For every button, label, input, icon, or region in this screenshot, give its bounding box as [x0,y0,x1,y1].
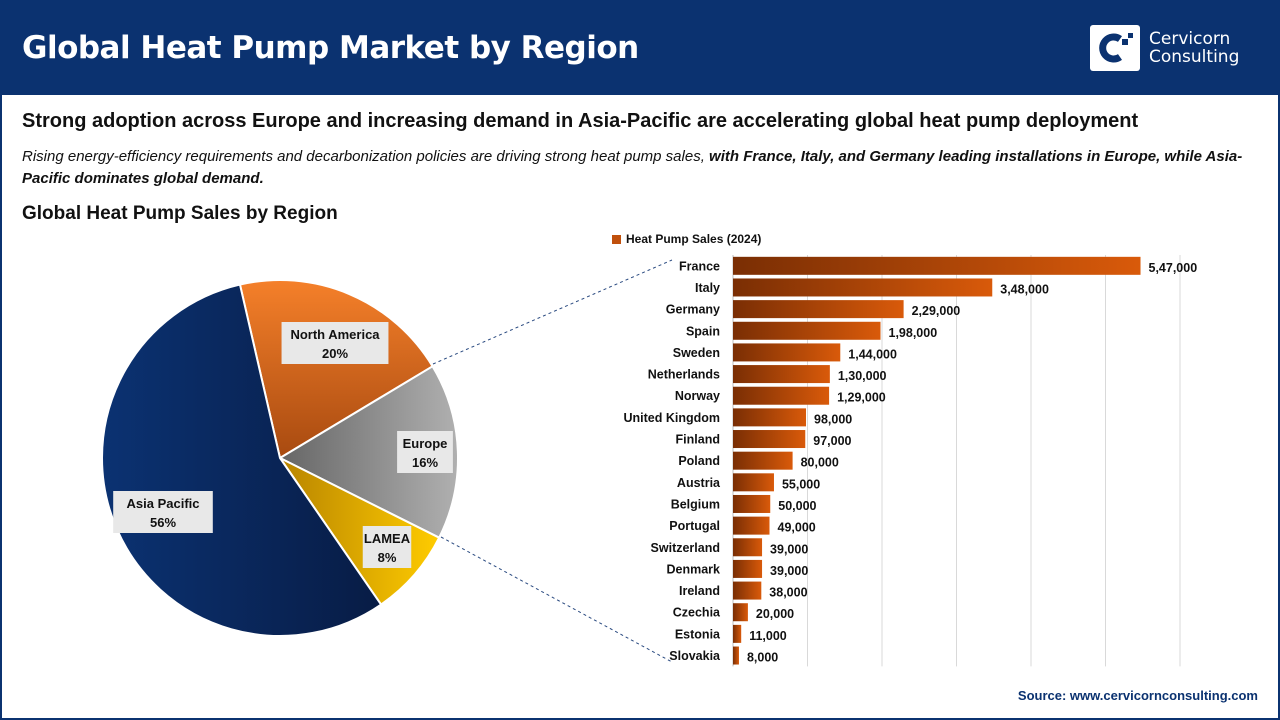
category-label: Ireland [679,584,720,598]
company-logo: Cervicorn Consulting [1090,25,1239,71]
bar-france [733,256,1141,275]
bar-ireland [733,581,762,600]
data-label: 98,000 [814,412,852,426]
data-label: 5,47,000 [1149,261,1198,275]
headline: Strong adoption across Europe and increa… [22,110,1139,132]
logo-line2: Consulting [1149,47,1240,67]
data-label: 49,000 [778,521,816,535]
bar-netherlands [733,365,830,384]
bar-spain [733,321,881,340]
category-label: France [679,259,720,273]
page-title: Global Heat Pump Market by Region [22,30,639,66]
data-label: 2,29,000 [912,304,961,318]
logo-line1: Cervicorn [1149,29,1231,49]
pie-value-label: 56% [150,515,176,530]
data-label: 55,000 [782,477,820,491]
bar-legend: Heat Pump Sales (2024) [612,232,761,246]
bar-slovakia [733,646,739,665]
bar-austria [733,473,774,492]
legend-label: Heat Pump Sales (2024) [626,232,762,246]
category-label: Finland [676,433,720,447]
category-label: Switzerland [651,541,720,555]
bar-portugal [733,516,770,535]
pie-slice-europe [277,364,459,540]
data-label: 39,000 [770,542,808,556]
subtitle: Rising energy-efficiency requirements an… [22,146,1252,190]
connector-line [432,259,673,365]
pie-value-label: 20% [322,346,348,361]
source-note: Source: www.cervicornconsulting.com [1017,688,1258,703]
category-label: Germany [666,303,720,317]
data-label: 1,98,000 [889,326,938,340]
data-label: 97,000 [813,434,851,448]
bar-denmark [733,559,763,578]
subtitle-bold: with France, Italy, and Germany leading … [22,148,1243,187]
category-label: Netherlands [648,368,720,382]
category-label: Estonia [675,627,721,641]
category-label: Poland [678,454,720,468]
bar-italy [733,278,993,297]
pie-label-box [113,491,213,533]
category-label: Czechia [673,606,721,620]
bar-belgium [733,494,771,513]
pie-label: North America [290,327,380,342]
data-label: 1,29,000 [837,391,886,405]
data-label: 8,000 [747,651,778,665]
pie-label-box [397,431,453,473]
category-label: Belgium [671,497,720,511]
bar-united-kingdom [733,408,807,427]
bar-switzerland [733,538,763,557]
pie-label-box [362,526,412,568]
data-label: 1,44,000 [848,347,897,361]
data-label: 38,000 [769,586,807,600]
pie-label: Asia Pacific [127,496,200,511]
subtitle-normal: Rising energy-efficiency requirements an… [22,148,710,165]
data-label: 1,30,000 [838,369,887,383]
data-label: 50,000 [778,499,816,513]
data-label: 20,000 [756,607,794,621]
legend-swatch [612,234,621,244]
data-label: 39,000 [770,564,808,578]
pie-value-label: 16% [412,455,438,470]
pie-label: LAMEA [364,531,411,546]
pie-label-box [281,322,389,364]
bar-sweden [733,343,841,362]
category-label: Denmark [667,562,721,576]
bar-poland [733,451,793,470]
category-label: Portugal [669,519,720,533]
category-label: Sweden [673,346,720,360]
category-label: Norway [675,389,720,403]
bar-czechia [733,603,748,622]
connector-line [440,536,673,663]
bar-norway [733,386,830,405]
category-label: Spain [686,324,720,338]
category-label: United Kingdom [623,411,720,425]
category-label: Italy [695,281,720,295]
bar-estonia [733,624,742,643]
category-label: Austria [677,476,721,490]
subtitle-end: . [259,170,264,187]
category-label: Slovakia [669,649,721,663]
section-title: Global Heat Pump Sales by Region [22,203,338,224]
pie-value-label: 8% [378,550,397,565]
data-label: 11,000 [749,629,787,643]
pie-label: Europe [403,436,448,451]
data-label: 80,000 [801,456,839,470]
bar-germany [733,300,904,319]
data-label: 3,48,000 [1000,282,1049,296]
logo-icon [1090,25,1140,71]
bar-finland [733,430,806,449]
header-bar: Global Heat Pump Market by Region Cervic… [0,0,1280,95]
